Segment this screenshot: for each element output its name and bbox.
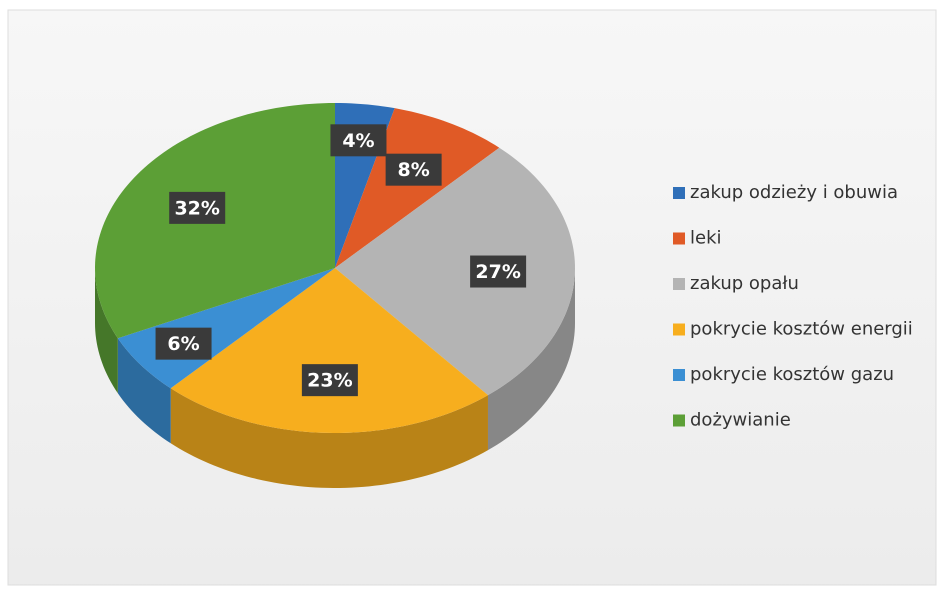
- label-text: 27%: [475, 261, 520, 283]
- legend-swatch: [673, 414, 685, 427]
- data-label: 8%: [385, 153, 442, 186]
- label-box: [169, 191, 226, 224]
- legend-swatch: [673, 187, 685, 199]
- legend: zakup odzieży i obuwia leki zakup opału pok…: [673, 182, 913, 431]
- legend-label: pokrycie kosztów energii: [690, 319, 913, 340]
- label-text: 8%: [397, 159, 429, 181]
- slice-side: [95, 268, 118, 394]
- label-text: 32%: [174, 197, 219, 219]
- legend-swatch: [673, 369, 685, 381]
- legend-label: zakup odzieży i obuwia: [690, 182, 898, 203]
- data-label: 32%: [169, 191, 226, 224]
- legend-swatch: [673, 232, 685, 245]
- label-text: 4%: [342, 130, 374, 152]
- label-text: 23%: [307, 370, 352, 392]
- legend-swatch: [673, 323, 685, 336]
- label-text: 6%: [167, 333, 199, 355]
- legend-label: zakup opału: [690, 273, 799, 294]
- slice: [335, 108, 500, 268]
- legend-label: dożywianie: [690, 410, 791, 431]
- data-label: 4%: [330, 124, 387, 157]
- data-label: 23%: [301, 364, 358, 397]
- pie: [95, 103, 575, 488]
- legend-label: leki: [690, 228, 722, 249]
- data-label: 27%: [470, 255, 527, 288]
- data-label: 6%: [155, 327, 212, 360]
- slice: [170, 268, 488, 433]
- slice: [335, 147, 575, 396]
- slice-side: [170, 388, 488, 488]
- label-box: [330, 124, 387, 157]
- legend-label: pokrycie kosztów gazu: [690, 364, 894, 385]
- label-box: [155, 327, 212, 360]
- slice-side: [117, 338, 171, 444]
- data-labels: 4% 8% 27% 23% 6% 32%: [155, 124, 527, 397]
- label-box: [301, 364, 358, 397]
- label-box: [470, 255, 527, 288]
- legend-swatch: [673, 278, 685, 290]
- label-box: [385, 153, 442, 186]
- slice-side: [487, 268, 575, 451]
